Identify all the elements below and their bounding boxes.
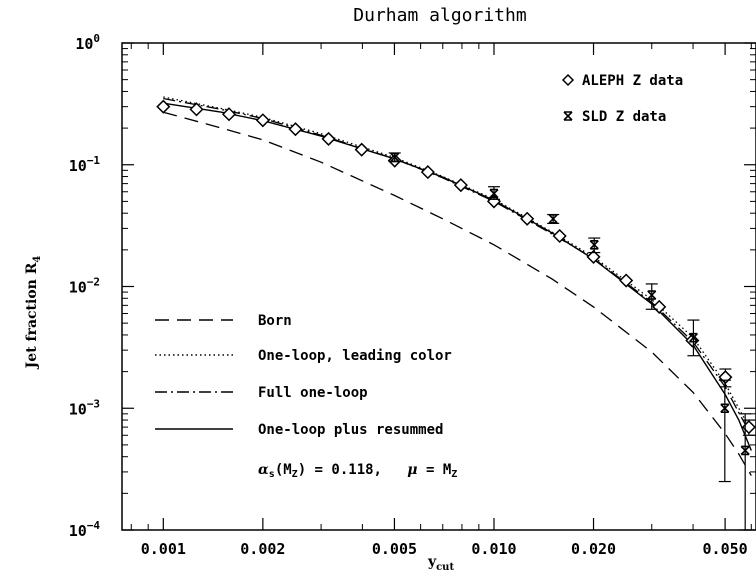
- aleph-marker: [189, 102, 204, 117]
- sld-marker: [563, 111, 573, 121]
- data-points: [156, 99, 756, 531]
- aleph-marker: [288, 122, 303, 137]
- y-tick-labels: 100 10−1 10−2 10−3 10−4: [69, 32, 101, 540]
- aleph-marker: [561, 73, 575, 87]
- axis-ticks: [122, 42, 756, 531]
- legend: Born One-loop, leading color Full one-loop…: [155, 313, 452, 438]
- series-line: [163, 96, 752, 432]
- data-legend-label: SLD Z data: [582, 109, 666, 125]
- y-tick-label: 10−2: [69, 276, 100, 297]
- aleph-marker: [156, 99, 171, 114]
- plot-frame: [121, 42, 756, 531]
- aleph-marker: [354, 142, 369, 157]
- data-legend: ALEPH Z data SLD Z data: [561, 73, 683, 125]
- aleph-marker: [685, 333, 700, 348]
- aleph-marker: [619, 273, 634, 288]
- aleph-marker: [552, 228, 567, 244]
- data-legend-label: ALEPH Z data: [582, 73, 683, 89]
- sld-marker: [647, 290, 657, 300]
- chart-title: Durham algorithm: [353, 5, 526, 26]
- plot-area: [121, 42, 756, 531]
- series-line: [163, 97, 752, 436]
- y-tick-label: 10−3: [69, 397, 100, 418]
- y-tick-label: 100: [75, 32, 100, 53]
- sld-marker: [740, 445, 750, 456]
- sld-marker: [720, 403, 730, 414]
- x-tick-label: 0.020: [571, 540, 616, 558]
- x-tick-label: 0.002: [240, 540, 285, 558]
- x-tick-label: 0.005: [372, 540, 417, 558]
- aleph-marker: [652, 299, 667, 314]
- y-axis-label: Jet fraction R4: [24, 256, 43, 371]
- sld-marker: [489, 188, 499, 199]
- x-tick-labels: 0.001 0.002 0.005 0.010 0.020 0.050: [141, 540, 748, 558]
- x-tick-label: 0.001: [141, 540, 186, 558]
- aleph-marker: [453, 178, 468, 193]
- coupling-annotation: αs(MZ) = 0.118, μ = MZ: [258, 462, 457, 480]
- legend-label: Full one-loop: [258, 385, 368, 401]
- aleph-marker: [520, 211, 535, 226]
- sld-marker: [390, 152, 400, 163]
- legend-label: One-loop plus resummed: [258, 422, 443, 438]
- x-tick-label: 0.010: [471, 540, 516, 558]
- aleph-marker: [255, 113, 270, 128]
- aleph-marker: [221, 107, 237, 122]
- y-tick-label: 10−4: [69, 519, 101, 540]
- aleph-marker: [420, 165, 435, 180]
- sld-marker: [688, 332, 698, 343]
- sld-marker: [548, 213, 558, 224]
- theory-curves: [163, 96, 752, 476]
- series-line: [163, 111, 752, 476]
- legend-label: One-loop, leading color: [258, 348, 452, 364]
- series-line: [163, 102, 752, 451]
- legend-label: Born: [258, 313, 292, 329]
- sld-marker: [589, 240, 599, 250]
- aleph-marker: [321, 131, 336, 146]
- y-tick-label: 10−1: [69, 154, 101, 175]
- aleph-marker: [586, 249, 601, 264]
- x-axis-label: ycut: [427, 554, 455, 573]
- x-tick-label: 0.050: [703, 540, 748, 558]
